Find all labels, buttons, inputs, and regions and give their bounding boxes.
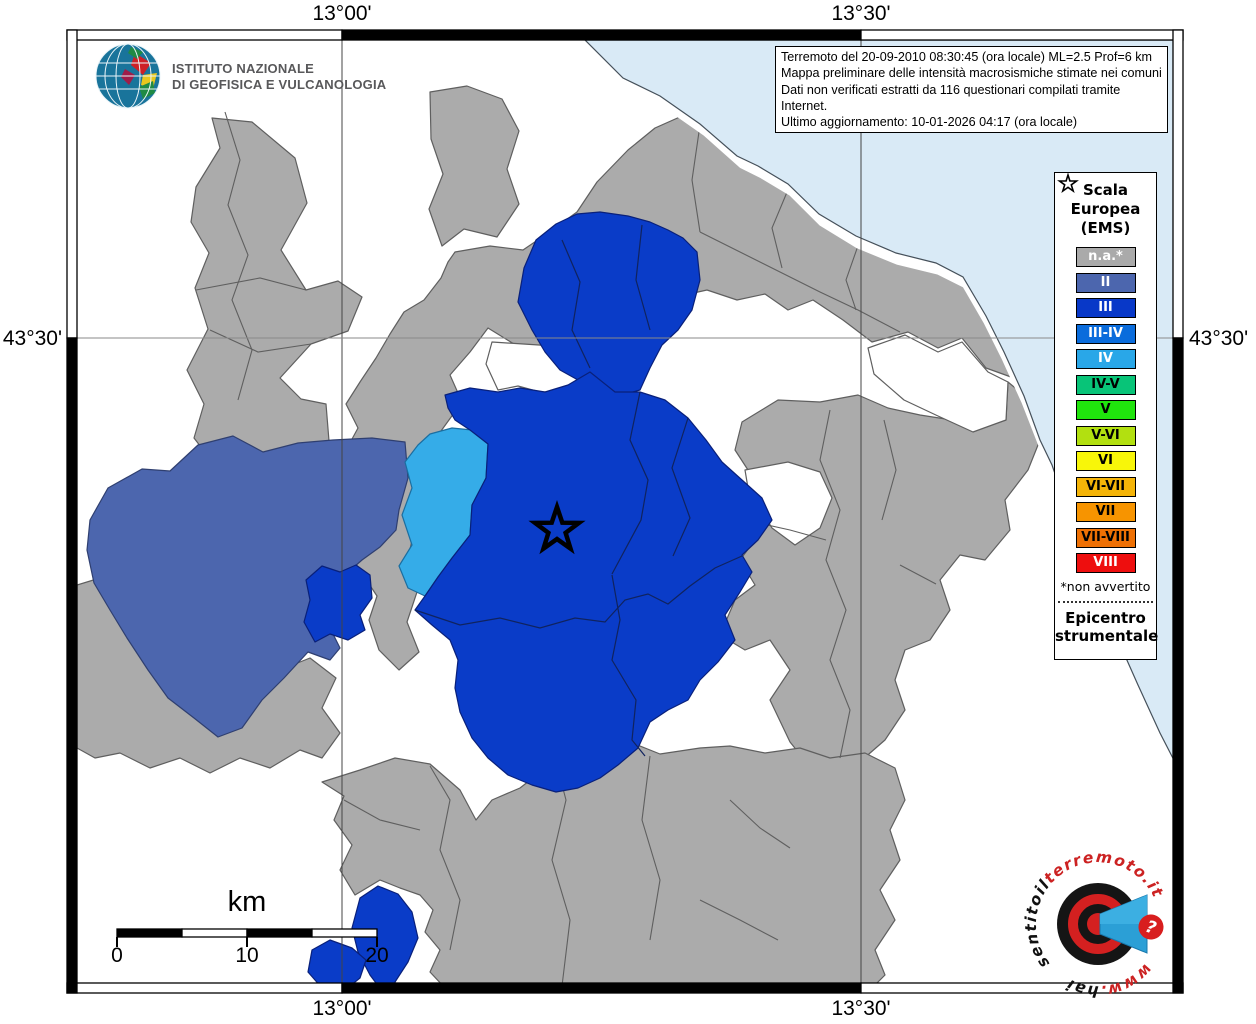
map-frame	[66, 29, 1184, 994]
blue-internal-borders	[414, 224, 743, 757]
legend-swatch-II: II	[1075, 272, 1136, 293]
scale-tick-20: 20	[365, 944, 389, 967]
ingv-logo-line2: DI GEOFISICA E VULCANOLOGIA	[172, 76, 387, 92]
coord-label-right: 43°30'	[1189, 327, 1249, 350]
scale-tick-10: 10	[235, 944, 259, 967]
scale-bar	[116, 928, 378, 947]
epicenter-label-line1: Epicentro	[1065, 608, 1146, 627]
scale-unit-label: km	[227, 886, 267, 918]
region-intensity-iii-south	[351, 885, 419, 983]
legend-title: Scala Europea (EMS)	[1055, 181, 1156, 238]
coord-label-left: 43°30'	[2, 327, 62, 350]
epicenter-star-icon	[528, 499, 586, 555]
coord-label-bottom-right: 13°30'	[831, 997, 891, 1020]
title-line-data: Dati non verificati estratti da 116 ques…	[781, 82, 1121, 113]
epicenter-label-line2: strumentale	[1055, 626, 1159, 645]
legend-swatch-n.a.*: n.a.*	[1075, 247, 1136, 267]
coord-label-top-left: 13°00'	[312, 2, 372, 25]
ingv-logo: ISTITUTO NAZIONALE DI GEOFISICA E VULCAN…	[172, 61, 386, 92]
legend-star-icon	[1057, 173, 1079, 194]
title-line-update: Ultimo aggiornamento: 10-01-2026 04:17 (…	[781, 115, 1078, 130]
legend-footnote: *non avvertito	[1060, 578, 1151, 594]
legend-swatch-VI: VI	[1075, 451, 1136, 471]
region-intensity-iii-south-small	[307, 939, 367, 983]
legend: Scala Europea (EMS) n.a.* II III III-IV IV IV…	[1054, 172, 1159, 660]
coord-label-bottom-left: 13°00'	[312, 997, 372, 1020]
legend-swatch-IV: IV	[1075, 349, 1136, 369]
legend-swatch-V: V	[1075, 400, 1136, 420]
scale-tick-0: 0	[111, 944, 123, 967]
legend-entries: n.a.* II III III-IV IV IV-V V V-VI VI VI-VII VII VI…	[1055, 247, 1156, 573]
ingv-logo-line1: ISTITUTO NAZIONALE	[172, 61, 315, 76]
title-line-map: Mappa preliminare delle intensità macros…	[781, 66, 1162, 81]
watermark-bullseye-icon	[1057, 883, 1148, 965]
legend-swatch-VI-VII: VI-VII	[1075, 476, 1136, 497]
region-intensity-iii-west	[303, 564, 373, 643]
coord-label-top-right: 13°30'	[831, 2, 891, 25]
legend-swatch-IV-V: IV-V	[1075, 374, 1136, 395]
legend-title-line3: (EMS)	[1080, 219, 1131, 237]
sea	[584, 40, 1173, 760]
municipality-borders	[159, 111, 937, 983]
municipality-polygon	[867, 334, 1009, 433]
legend-swatch-VIII: VIII	[1075, 553, 1136, 573]
watermark-question-badge: ?	[1138, 914, 1164, 940]
region-intensity-iii-north	[517, 211, 701, 396]
legend-swatch-III-IV: III-IV	[1075, 323, 1136, 344]
legend-divider	[1058, 600, 1153, 603]
legend-swatch-III: III	[1075, 298, 1136, 318]
legend-swatch-VII: VII	[1075, 502, 1136, 522]
legend-title-line1: Scala	[1082, 181, 1129, 199]
municipality-polygon	[428, 85, 520, 247]
legend-title-line2: Europea	[1070, 200, 1141, 218]
epicenter-label: Epicentro strumentale	[1055, 608, 1159, 645]
title-box: Terremoto del 20-09-2010 08:30:45 (ora l…	[775, 46, 1168, 134]
ingv-globe-icon	[95, 43, 161, 109]
legend-swatch-VII-VIII: VII-VIII	[1075, 527, 1136, 548]
legend-swatch-V-VI: V-VI	[1075, 425, 1136, 446]
region-intensity-iii-central	[414, 371, 773, 793]
title-line-event: Terremoto del 20-09-2010 08:30:45 (ora l…	[781, 50, 1153, 64]
